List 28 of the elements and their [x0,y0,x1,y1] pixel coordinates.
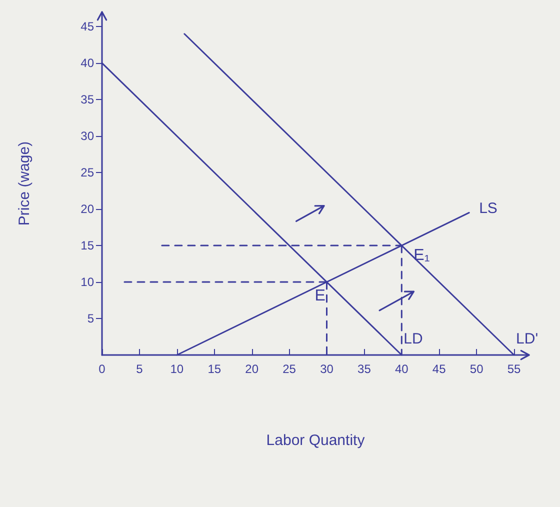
x-tick-label: 5 [136,362,144,376]
x-tick-label: 50 [470,362,484,376]
x-axis-title: Labor Quantity [266,432,366,449]
series-label: LS [479,200,498,218]
x-tick-label: 30 [320,362,334,376]
y-tick-label: 15 [80,238,94,253]
x-tick-label: 20 [245,362,259,376]
annotation: E₁ [414,247,430,264]
series-label: LD' [516,330,538,348]
y-tick-label: 10 [80,275,94,290]
x-tick-label: 55 [507,362,522,376]
x-tick-label: 35 [358,362,372,376]
x-tick-label: 45 [432,362,446,376]
annotation: E [314,288,326,305]
y-tick-label: 5 [87,312,94,326]
y-tick-label: 40 [80,56,94,70]
y-tick-label: 45 [80,20,94,34]
series-label: LD [404,330,423,348]
x-tick-label: 25 [282,362,296,376]
y-tick-label: 25 [80,166,94,180]
y-tick-label: 30 [80,129,94,144]
y-tick-label: 20 [80,202,94,216]
x-tick-label: 0 [98,362,106,376]
x-tick-label: 40 [394,362,409,376]
x-tick-label: 10 [170,362,184,376]
y-tick-label: 35 [80,92,94,107]
y-axis-title: Price (wage) [16,141,33,226]
x-tick-label: 15 [208,362,222,376]
